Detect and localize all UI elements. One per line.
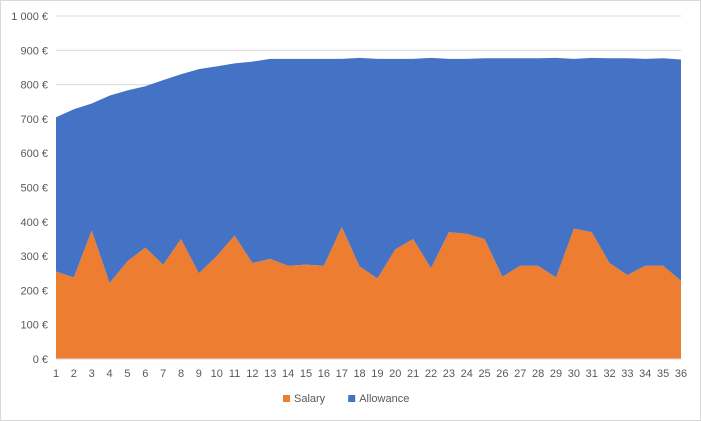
y-tick-label: 300 €: [20, 251, 48, 263]
legend-swatch-salary: [283, 395, 290, 402]
y-tick-label: 1 000 €: [11, 11, 48, 23]
y-tick-label: 700 €: [20, 114, 48, 126]
x-tick-label: 27: [514, 368, 526, 380]
x-tick-label: 15: [300, 368, 312, 380]
x-tick-label: 14: [282, 368, 294, 380]
x-tick-label: 23: [443, 368, 455, 380]
x-tick-label: 7: [160, 368, 166, 380]
x-tick-label: 10: [211, 368, 223, 380]
series-area-allowance: [56, 57, 681, 283]
x-axis-tick-labels: 1 2 3 4 5 6 7 8 9 10 11 12 13 14 15 16 17 18 19 20 21 22 23 24 2…: [53, 368, 687, 380]
y-tick-label: 800 €: [20, 80, 48, 92]
x-tick-label: 1: [53, 368, 59, 380]
legend: Salary Allowance: [283, 393, 409, 405]
x-tick-label: 13: [264, 368, 276, 380]
x-tick-label: 29: [550, 368, 562, 380]
x-tick-label: 20: [389, 368, 401, 380]
x-tick-label: 30: [568, 368, 580, 380]
x-tick-label: 34: [639, 368, 651, 380]
legend-swatch-allowance: [348, 395, 356, 402]
x-tick-label: 6: [142, 368, 148, 380]
legend-label-salary: Salary: [294, 393, 326, 405]
x-tick-label: 24: [461, 368, 473, 380]
x-tick-label: 18: [353, 368, 365, 380]
x-tick-label: 21: [407, 368, 419, 380]
x-tick-label: 5: [124, 368, 130, 380]
x-tick-label: 12: [246, 368, 258, 380]
x-tick-label: 28: [532, 368, 544, 380]
x-tick-label: 25: [478, 368, 490, 380]
x-tick-label: 8: [178, 368, 184, 380]
x-tick-label: 26: [496, 368, 508, 380]
x-tick-label: 35: [657, 368, 669, 380]
x-tick-label: 4: [107, 368, 113, 380]
x-tick-label: 22: [425, 368, 437, 380]
y-tick-label: 200 €: [20, 285, 48, 297]
x-tick-label: 32: [603, 368, 615, 380]
legend-label-allowance: Allowance: [359, 393, 409, 405]
x-tick-label: 3: [89, 368, 95, 380]
y-tick-label: 900 €: [20, 45, 48, 57]
y-tick-label: 500 €: [20, 183, 48, 195]
x-tick-label: 9: [196, 368, 202, 380]
x-tick-label: 36: [675, 368, 687, 380]
y-tick-label: 400 €: [20, 217, 48, 229]
x-tick-label: 31: [586, 368, 598, 380]
x-tick-label: 33: [621, 368, 633, 380]
x-tick-label: 16: [318, 368, 330, 380]
series-area-salary: [56, 226, 681, 359]
y-tick-label: 0 €: [33, 354, 48, 366]
x-tick-label: 2: [71, 368, 77, 380]
y-tick-label: 100 €: [20, 320, 48, 332]
series-areas: [56, 57, 681, 359]
y-tick-label: 600 €: [20, 148, 48, 160]
x-tick-label: 11: [229, 368, 240, 380]
x-tick-label: 17: [336, 368, 348, 380]
y-axis-tick-labels: 0 € 100 € 200 € 300 € 400 € 500 € 600 € 700 € 80…: [11, 11, 48, 366]
x-tick-label: 19: [371, 368, 383, 380]
